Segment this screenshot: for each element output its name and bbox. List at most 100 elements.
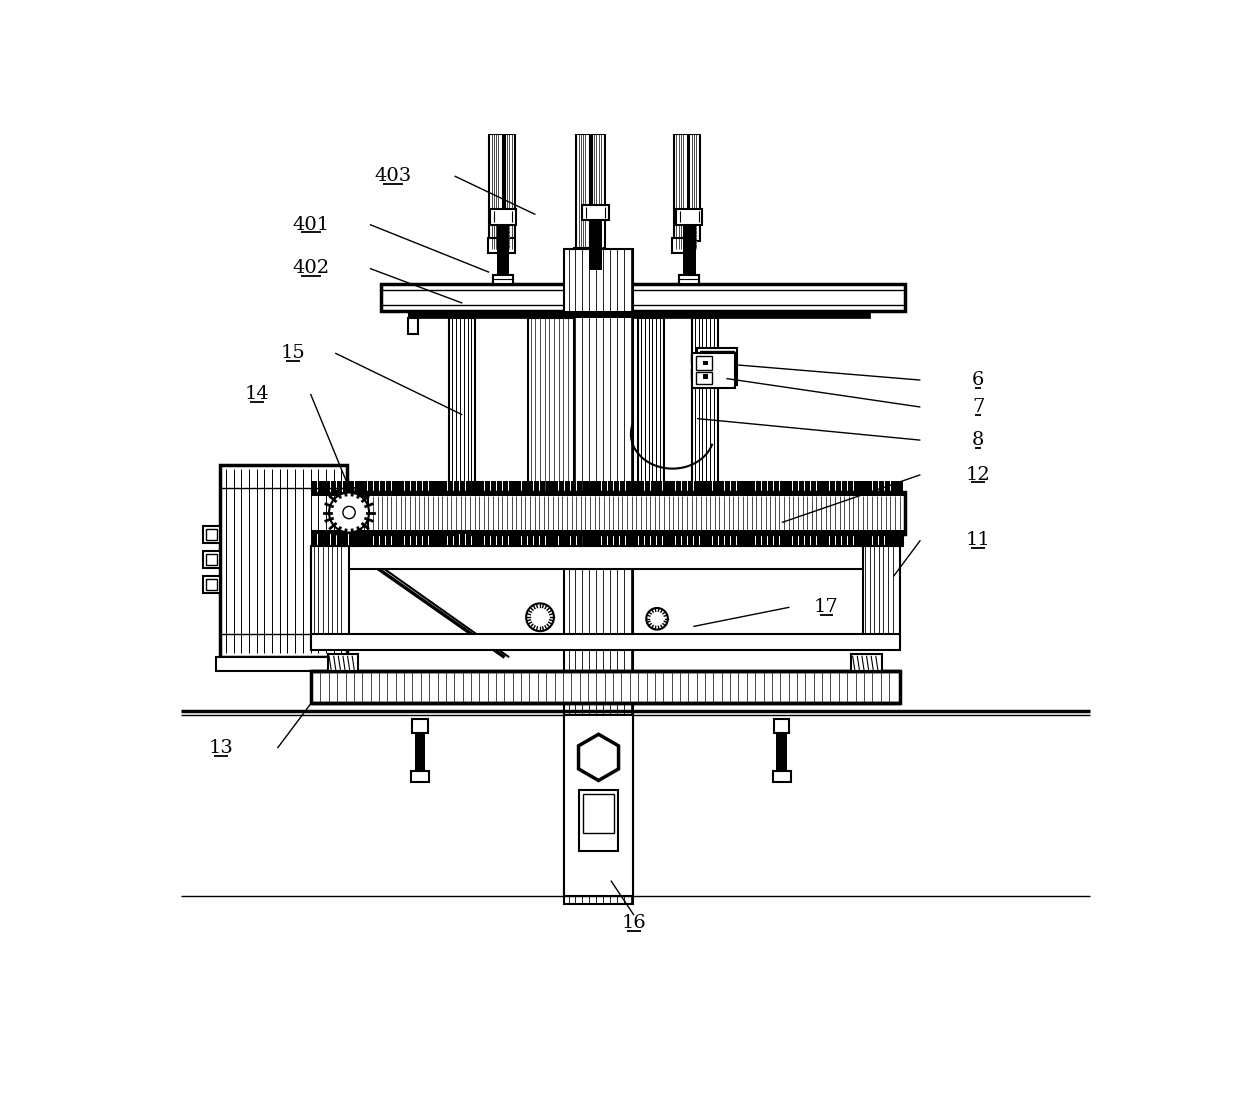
Bar	[479, 534, 484, 546]
Bar	[373, 481, 379, 492]
Circle shape	[343, 507, 355, 519]
Bar	[626, 534, 631, 546]
Bar	[541, 481, 546, 492]
Bar	[663, 481, 668, 492]
Bar	[792, 481, 799, 492]
Bar	[485, 534, 490, 546]
Text: 12: 12	[966, 466, 991, 483]
Bar	[466, 534, 471, 546]
Bar	[577, 134, 590, 253]
Bar	[646, 319, 655, 334]
Bar	[836, 534, 841, 546]
Bar	[703, 374, 708, 379]
Bar	[337, 481, 342, 492]
Bar	[776, 733, 787, 771]
Bar	[692, 319, 718, 511]
Bar	[583, 205, 609, 219]
Bar	[867, 481, 872, 492]
Text: 16: 16	[621, 913, 646, 932]
Bar	[490, 134, 503, 242]
Bar	[632, 481, 637, 492]
Bar	[456, 531, 469, 546]
Polygon shape	[579, 734, 619, 781]
Circle shape	[329, 492, 370, 532]
Bar	[842, 534, 847, 546]
Bar	[429, 534, 434, 546]
Bar	[386, 481, 392, 492]
Bar	[503, 481, 508, 492]
Bar	[861, 534, 866, 546]
Bar	[588, 247, 605, 263]
Bar	[497, 481, 502, 492]
Bar	[701, 534, 706, 546]
Bar	[449, 319, 475, 511]
Bar	[608, 481, 613, 492]
Text: 7: 7	[972, 398, 985, 416]
Text: 8: 8	[972, 431, 985, 449]
Bar	[737, 534, 743, 546]
Bar	[761, 534, 768, 546]
Bar	[761, 481, 768, 492]
Bar	[688, 481, 693, 492]
Bar	[676, 209, 703, 225]
Bar	[719, 534, 724, 546]
Bar	[410, 481, 417, 492]
Bar	[310, 546, 350, 646]
Bar	[691, 370, 697, 379]
Bar	[417, 534, 422, 546]
Bar	[382, 284, 905, 311]
Bar	[697, 372, 712, 384]
Bar	[343, 531, 355, 546]
Bar	[494, 274, 513, 287]
Bar	[534, 481, 539, 492]
Bar	[203, 527, 219, 544]
Bar	[491, 534, 496, 546]
Bar	[780, 481, 786, 492]
Bar	[216, 657, 351, 671]
Bar	[497, 534, 502, 546]
Bar	[350, 481, 355, 492]
Bar	[725, 534, 730, 546]
Bar	[327, 654, 358, 671]
Bar	[408, 311, 870, 319]
Bar	[585, 274, 605, 284]
Bar	[620, 481, 625, 492]
Bar	[206, 529, 217, 540]
Bar	[867, 534, 872, 546]
Bar	[749, 534, 755, 546]
Bar	[460, 481, 465, 492]
Circle shape	[646, 608, 668, 629]
Bar	[577, 481, 583, 492]
Bar	[361, 481, 367, 492]
Bar	[331, 481, 336, 492]
Bar	[774, 481, 780, 492]
Bar	[414, 733, 425, 771]
Bar	[570, 534, 577, 546]
Bar	[637, 319, 663, 511]
Bar	[510, 481, 515, 492]
Bar	[694, 481, 699, 492]
Bar	[811, 534, 816, 546]
Bar	[743, 481, 749, 492]
Bar	[688, 534, 693, 546]
Bar	[325, 481, 330, 492]
Bar	[823, 534, 828, 546]
Bar	[319, 481, 324, 492]
Bar	[558, 481, 564, 492]
Bar	[203, 576, 219, 593]
Bar	[743, 534, 749, 546]
Bar	[479, 481, 484, 492]
Bar	[694, 534, 699, 546]
Bar	[680, 274, 699, 284]
Bar	[448, 481, 453, 492]
Bar	[460, 534, 465, 546]
Bar	[541, 534, 546, 546]
Bar	[404, 534, 410, 546]
Bar	[310, 634, 899, 649]
Bar	[873, 481, 878, 492]
Bar	[534, 534, 539, 546]
Bar	[503, 534, 508, 546]
Bar	[386, 534, 392, 546]
Bar	[490, 209, 516, 225]
Bar	[620, 534, 625, 546]
